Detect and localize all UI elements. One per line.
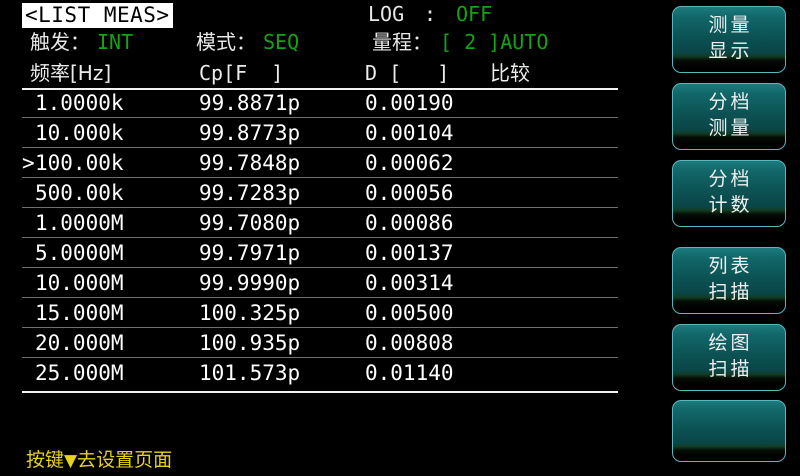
softkey-label-line1: 测量 bbox=[708, 14, 753, 36]
column-header-compare: 比较 bbox=[490, 61, 530, 85]
log-colon: : bbox=[424, 2, 437, 26]
cell-cp: 99.7080p bbox=[199, 211, 301, 235]
cell-d: 0.00104 bbox=[365, 121, 454, 145]
cell-cp: 99.8871p bbox=[199, 91, 301, 115]
column-header-cp: Cp[F ] bbox=[199, 61, 284, 85]
cell-frequency: 10.000M bbox=[35, 271, 124, 295]
cell-cp: 101.573p bbox=[199, 361, 301, 385]
log-label: LOG bbox=[368, 2, 405, 26]
footer-hint-prefix: 按键 bbox=[26, 449, 65, 471]
table-row[interactable]: 1.0000k 99.8871p 0.00190 bbox=[22, 88, 618, 118]
table-top-rule bbox=[22, 88, 618, 90]
softkey-label-line1: 分档 bbox=[708, 168, 753, 190]
cell-cp: 99.7848p bbox=[199, 151, 301, 175]
trigger-colon: ： bbox=[70, 30, 90, 54]
measurement-panel: <LIST MEAS> LOG : OFF 触发 ： INT 模式 ： SEQ … bbox=[22, 2, 618, 472]
table-row[interactable]: 25.000M 101.573p 0.01140 bbox=[22, 358, 618, 388]
table-row[interactable]: 15.000M 100.325p 0.00500 bbox=[22, 298, 618, 328]
table-row[interactable]: 1.0000M 99.7080p 0.00086 bbox=[22, 208, 618, 238]
trigger-label: 触发 bbox=[30, 30, 70, 54]
softkey-blank[interactable] bbox=[672, 400, 786, 462]
cell-d: 0.00190 bbox=[365, 91, 454, 115]
cell-d: 0.00086 bbox=[365, 211, 454, 235]
softkey-label-line1: 分档 bbox=[708, 91, 753, 113]
table-row[interactable]: 500.00k 99.7283p 0.00056 bbox=[22, 178, 618, 208]
cell-frequency: 1.0000M bbox=[35, 211, 124, 235]
softkey-label-line1: 列表 bbox=[708, 255, 753, 277]
cell-d: 0.00137 bbox=[365, 241, 454, 265]
cell-frequency: 5.0000M bbox=[35, 241, 124, 265]
softkey-label-line2: 计数 bbox=[708, 194, 753, 216]
cell-cp: 99.8773p bbox=[199, 121, 301, 145]
cell-cp: 100.935p bbox=[199, 331, 301, 355]
softkey-list-sweep[interactable]: 列表 扫描 bbox=[672, 247, 786, 314]
softkey-measurement-display[interactable]: 测量 显示 bbox=[672, 6, 786, 73]
row-cursor-marker: > bbox=[22, 151, 35, 175]
cell-d: 0.00056 bbox=[365, 181, 454, 205]
page-title: <LIST MEAS> bbox=[22, 3, 173, 28]
softkey-label-line2: 扫描 bbox=[708, 358, 753, 380]
cell-frequency: 500.00k bbox=[35, 181, 124, 205]
range-colon: ： bbox=[412, 30, 432, 54]
mode-value[interactable]: SEQ bbox=[263, 30, 300, 54]
column-header-d: D [ ] bbox=[365, 61, 450, 85]
table-row[interactable]: 10.000k 99.8773p 0.00104 bbox=[22, 118, 618, 148]
cell-frequency: 20.000M bbox=[35, 331, 124, 355]
trigger-value[interactable]: INT bbox=[97, 30, 134, 54]
cell-d: 0.00062 bbox=[365, 151, 454, 175]
down-arrow-icon: ▼ bbox=[64, 451, 78, 471]
softkey-bin-count[interactable]: 分档 计数 bbox=[672, 160, 786, 227]
softkey-label-line1: 绘图 bbox=[708, 332, 753, 354]
cell-cp: 100.325p bbox=[199, 301, 301, 325]
cell-cp: 99.7971p bbox=[199, 241, 301, 265]
softkey-label-line2: 测量 bbox=[708, 117, 753, 139]
softkey-label-line2: 显示 bbox=[708, 40, 753, 62]
range-value[interactable]: [ 2 ]AUTO bbox=[440, 30, 549, 54]
softkey-bin-measurement[interactable]: 分档 测量 bbox=[672, 83, 786, 150]
softkey-panel: 测量 显示 分档 测量 分档 计数 列表 扫描 绘图 扫描 bbox=[660, 0, 800, 476]
cell-d: 0.00808 bbox=[365, 331, 454, 355]
cell-cp: 99.9990p bbox=[199, 271, 301, 295]
mode-colon: ： bbox=[236, 30, 256, 54]
cell-frequency: 1.0000k bbox=[35, 91, 124, 115]
softkey-plot-sweep[interactable]: 绘图 扫描 bbox=[672, 324, 786, 391]
softkey-label-line2: 扫描 bbox=[708, 281, 753, 303]
cell-frequency: 15.000M bbox=[35, 301, 124, 325]
table-bottom-rule bbox=[22, 391, 618, 393]
cell-d: 0.00314 bbox=[365, 271, 454, 295]
measurement-table: 1.0000k 99.8871p 0.00190 10.000k 99.8773p 0.0… bbox=[22, 88, 618, 388]
table-row[interactable]: 5.0000M 99.7971p 0.00137 bbox=[22, 238, 618, 268]
range-label: 量程 bbox=[372, 30, 412, 54]
cell-frequency: 25.000M bbox=[35, 361, 124, 385]
footer-hint: 按键▼去设置页面 bbox=[26, 449, 172, 472]
cell-frequency: 10.000k bbox=[35, 121, 124, 145]
log-value[interactable]: OFF bbox=[456, 2, 493, 26]
table-row[interactable]: 20.000M 100.935p 0.00808 bbox=[22, 328, 618, 358]
table-row[interactable]: >100.00k 99.7848p 0.00062 bbox=[22, 148, 618, 178]
cell-d: 0.00500 bbox=[365, 301, 454, 325]
table-row[interactable]: 10.000M 99.9990p 0.00314 bbox=[22, 268, 618, 298]
cell-d: 0.01140 bbox=[365, 361, 454, 385]
column-header-frequency: 频率[Hz] bbox=[30, 61, 112, 85]
mode-label: 模式 bbox=[196, 30, 236, 54]
cell-cp: 99.7283p bbox=[199, 181, 301, 205]
cell-frequency: 100.00k bbox=[35, 151, 124, 175]
footer-hint-suffix: 去设置页面 bbox=[77, 449, 173, 471]
